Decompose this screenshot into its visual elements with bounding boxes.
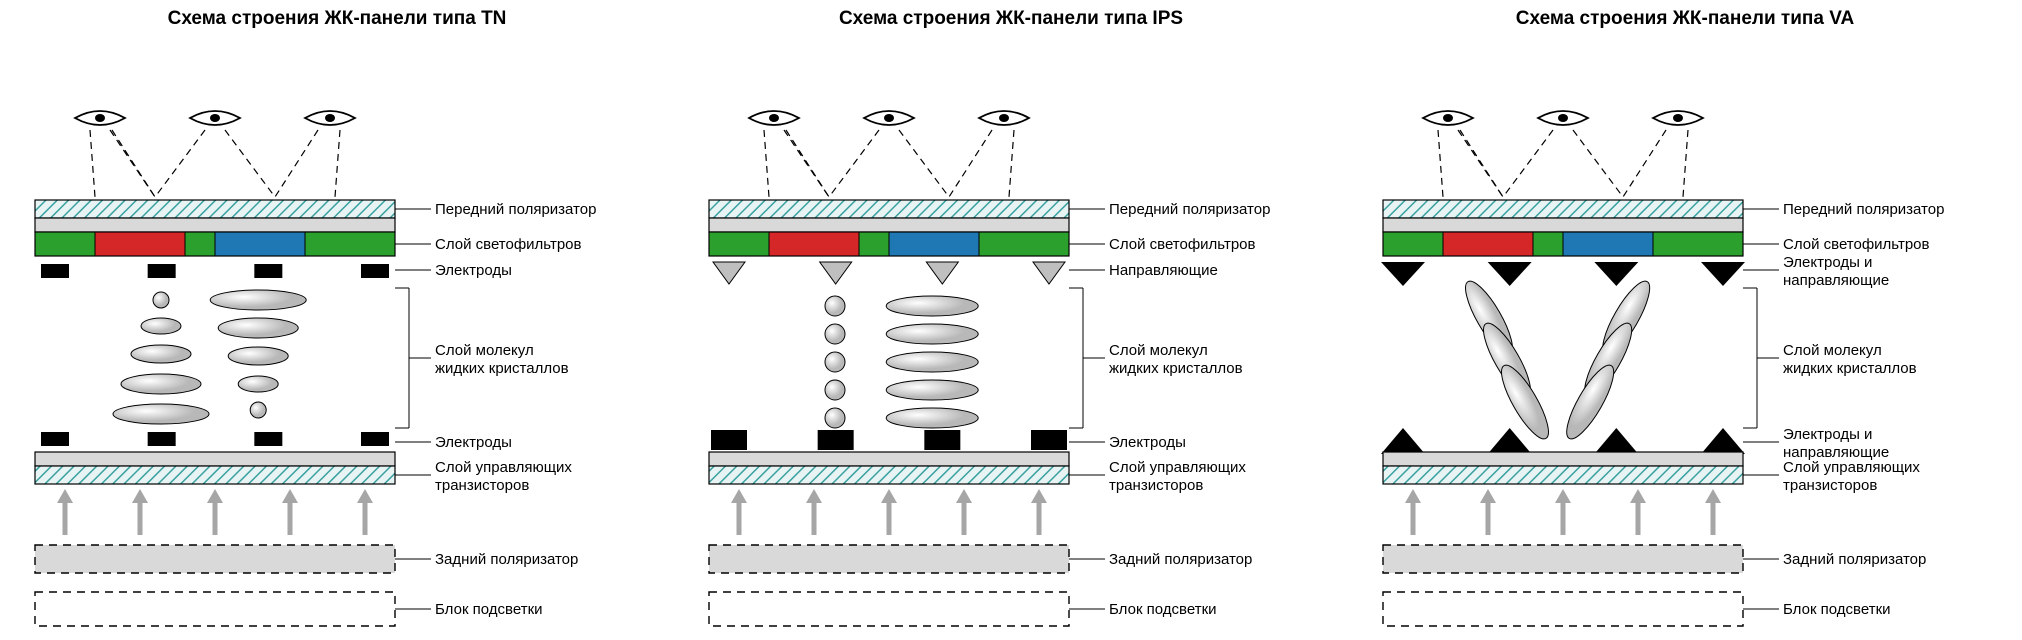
layer-label: Электроды и (1783, 426, 1872, 443)
layer-label: Задний поляризатор (1783, 551, 1926, 568)
panel-diagram: Передний поляризаторСлой светофильтровЭл… (1348, 30, 2022, 640)
layer-label: Слой молекул (1109, 342, 1208, 359)
layer-label: Слой светофильтров (1783, 236, 1930, 253)
panel-ips: Схема строения ЖК-панели типа IPS Передни… (674, 0, 1348, 633)
layer-label: транзисторов (1109, 477, 1203, 494)
layer-label: жидких кристаллов (435, 360, 569, 377)
panel-diagram: Передний поляризатор Слой светофильтров На… (674, 30, 1348, 640)
layer-label: Блок подсветки (435, 601, 543, 618)
layer-label: Передний поляризатор (1783, 201, 1944, 218)
layer-label: Слой светофильтров (435, 236, 582, 253)
layer-label: Электроды (435, 262, 512, 279)
layer-label: жидких кристаллов (1783, 360, 1917, 377)
layer-label: Слой молекул (1783, 342, 1882, 359)
layer-label: транзисторов (435, 477, 529, 494)
panel-va: Схема строения ЖК-панели типа VA Передний… (1348, 0, 2022, 633)
panel-title: Схема строения ЖК-панели типа TN (0, 0, 674, 30)
layer-label: Слой светофильтров (1109, 236, 1256, 253)
panel-diagram: Передний поляризатор Слой светофильтров Эл… (0, 30, 674, 640)
layer-label: Электроды и (1783, 254, 1872, 271)
layer-label: Передний поляризатор (1109, 201, 1270, 218)
layer-label: жидких кристаллов (1109, 360, 1243, 377)
layer-label: Слой молекул (435, 342, 534, 359)
panel-tn: Схема строения ЖК-панели типа TN Передний… (0, 0, 674, 633)
layer-label: транзисторов (1783, 477, 1877, 494)
layer-label: Направляющие (1109, 262, 1218, 279)
layer-label: Задний поляризатор (1109, 551, 1252, 568)
panel-title: Схема строения ЖК-панели типа IPS (674, 0, 1348, 30)
layer-label: направляющие (1783, 272, 1889, 289)
layer-label: Электроды (1109, 434, 1186, 451)
layer-label: Слой управляющих (435, 459, 572, 476)
layer-label: Слой управляющих (1109, 459, 1246, 476)
layer-label: Задний поляризатор (435, 551, 578, 568)
layer-label: Электроды (435, 434, 512, 451)
layer-label: Передний поляризатор (435, 201, 596, 218)
layer-label: Блок подсветки (1783, 601, 1891, 618)
panel-title: Схема строения ЖК-панели типа VA (1348, 0, 2022, 30)
layer-label: Слой управляющих (1783, 459, 1920, 476)
layer-label: Блок подсветки (1109, 601, 1217, 618)
